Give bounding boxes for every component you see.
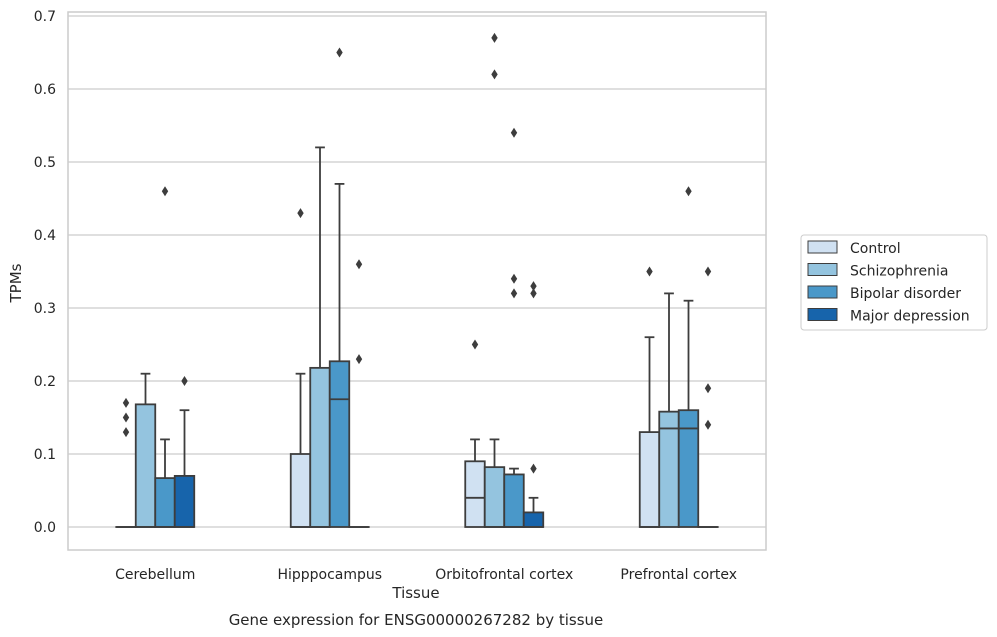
y-tick-label: 0.5 <box>34 155 56 171</box>
outlier-point <box>355 259 363 270</box>
outlier-point <box>491 32 498 43</box>
y-tick-label: 0.0 <box>34 520 56 536</box>
outlier-point <box>491 69 498 80</box>
box-rect <box>154 477 176 528</box>
outlier-point <box>530 281 537 292</box>
box-0-1 <box>134 372 157 528</box>
outlier-point <box>161 186 169 197</box>
box-rect <box>483 466 506 528</box>
box-rect <box>328 360 351 528</box>
box-rect <box>522 511 545 528</box>
outlier-point <box>122 427 130 438</box>
y-tick-label: 0.7 <box>34 9 56 25</box>
box-rect <box>289 453 312 528</box>
outlier-point <box>471 339 479 350</box>
outlier-point <box>704 419 712 430</box>
box-0-0 <box>115 397 137 528</box>
outlier-point <box>530 463 537 474</box>
box-0-2 <box>154 186 176 528</box>
legend: Control Schizophrenia Bipolar disorder Majo… <box>800 234 988 331</box>
box-2-0 <box>464 339 486 528</box>
y-axis-label: TPMs <box>7 263 25 303</box>
box-rect <box>464 460 486 528</box>
outlier-point <box>122 412 130 423</box>
y-axis-ticks: 0.0 0.1 0.2 0.3 0.4 0.5 0.6 0.7 <box>34 9 56 536</box>
outlier-point <box>510 127 518 138</box>
box-1-2 <box>328 47 351 528</box>
legend-frame <box>800 234 988 331</box>
plot-frame <box>67 11 767 551</box>
x-tick-label: Prefrontal cortex <box>620 567 737 583</box>
box-0-3 <box>173 376 196 528</box>
outlier-point <box>297 208 304 219</box>
x-tick-label: Hipppocampus <box>277 567 382 583</box>
legend-entry-label: Schizophrenia <box>850 264 948 280</box>
legend-entry-label: Bipolar disorder <box>850 286 961 302</box>
x-tick-label: Cerebellum <box>115 567 195 583</box>
y-tick-label: 0.6 <box>34 82 56 98</box>
outlier-point <box>685 186 692 197</box>
box-1-0 <box>289 208 312 528</box>
y-tick-label: 0.2 <box>34 374 56 390</box>
box-rect <box>134 403 157 528</box>
box-rect <box>503 473 525 528</box>
box-rect <box>173 474 196 528</box>
legend-entry-label: Control <box>850 241 901 257</box>
legend-swatch <box>807 263 838 276</box>
y-tick-label: 0.1 <box>34 447 56 463</box>
chart-caption: Gene expression for ENSG00000267282 by t… <box>229 611 604 629</box>
box-rect <box>638 431 661 528</box>
box-1-3 <box>348 259 370 528</box>
outlier-point <box>704 266 712 277</box>
legend-entry-label: Major depression <box>850 309 970 325</box>
outlier-point <box>530 288 537 299</box>
outlier-point <box>510 288 518 299</box>
plot-boxes <box>115 32 719 528</box>
outlier-point <box>336 47 343 58</box>
box-3-3 <box>697 266 719 528</box>
box-3-1 <box>658 292 680 528</box>
x-axis-ticks: Cerebellum Hipppocampus Orbitofrontal cort… <box>115 567 737 583</box>
box-rect <box>677 409 700 528</box>
outlier-point <box>510 273 518 284</box>
box-1-1 <box>309 146 331 528</box>
box-2-3 <box>522 281 545 528</box>
x-tick-label: Orbitofrontal cortex <box>435 567 573 583</box>
outlier-point <box>355 354 363 365</box>
legend-swatch <box>807 308 838 321</box>
box-3-0 <box>638 266 661 528</box>
outlier-point <box>646 266 653 277</box>
box-rect <box>309 366 331 528</box>
y-tick-label: 0.3 <box>34 301 56 317</box>
y-tick-label: 0.4 <box>34 228 56 244</box>
outlier-point <box>122 397 130 408</box>
x-axis-label: Tissue <box>391 584 439 602</box>
box-2-2 <box>503 127 525 528</box>
legend-swatch <box>807 240 838 254</box>
outlier-point <box>704 383 712 394</box>
outlier-point <box>181 376 188 386</box>
legend-swatch <box>807 285 838 299</box>
box-3-2 <box>677 186 700 528</box>
box-2-1 <box>483 32 506 528</box>
